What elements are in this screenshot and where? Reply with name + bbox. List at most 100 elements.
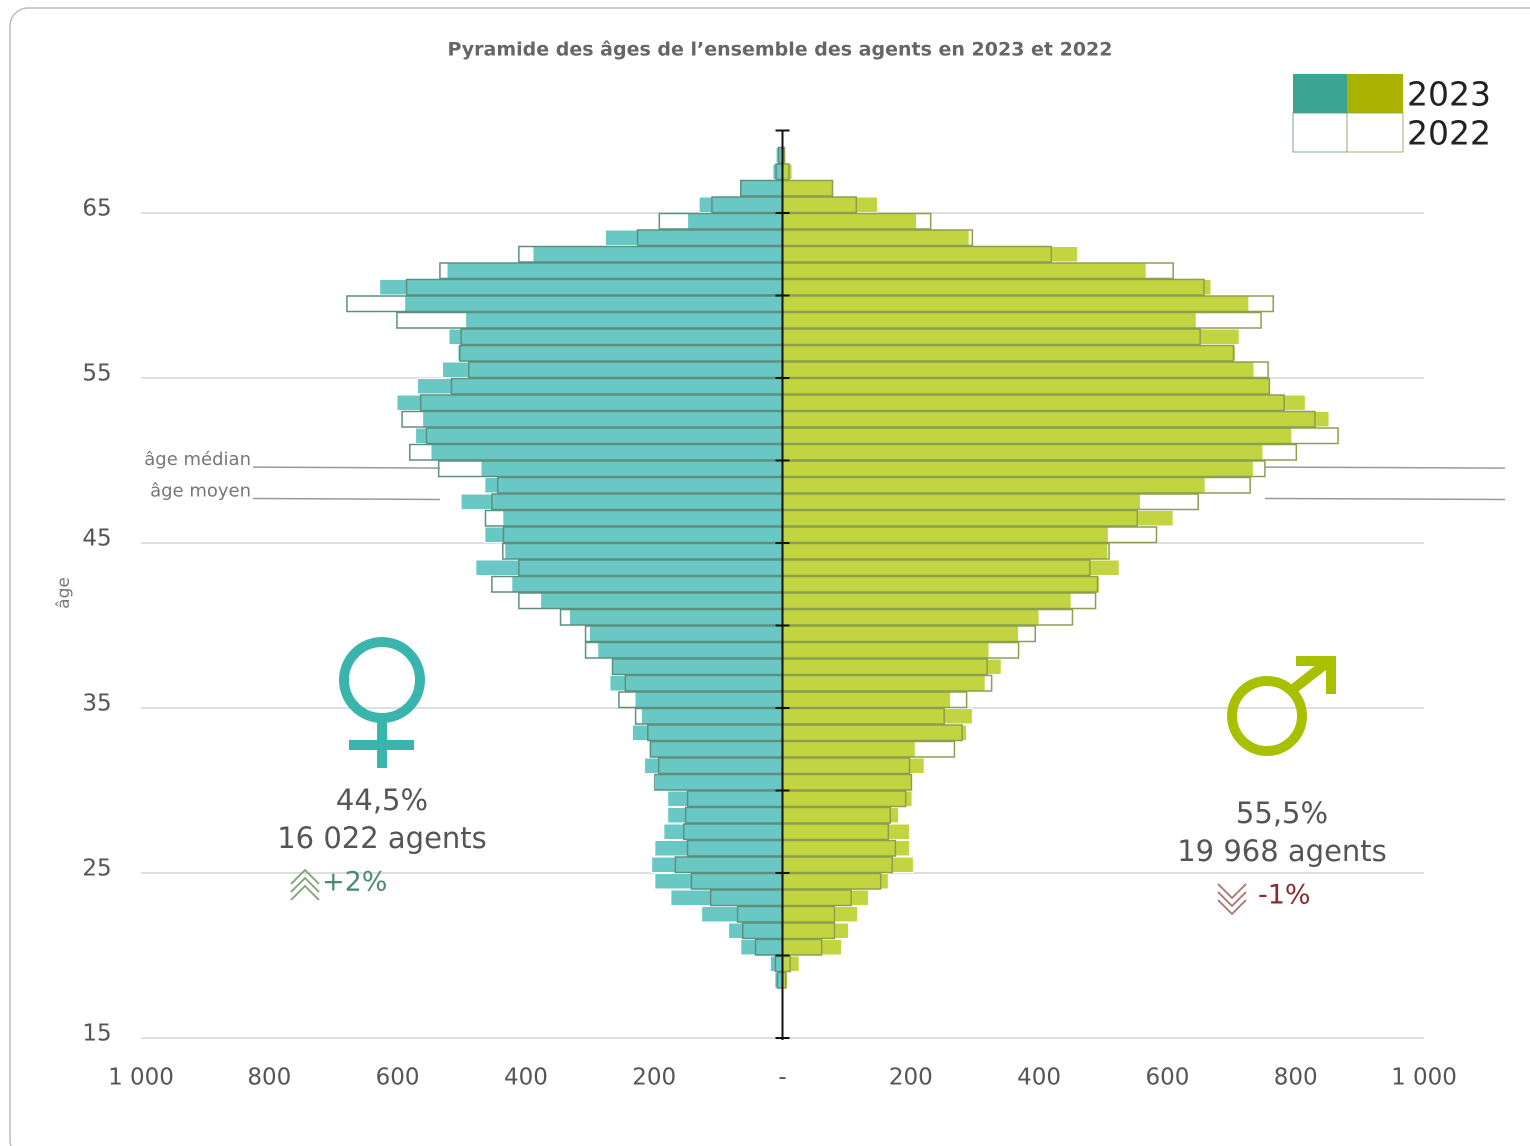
bar <box>457 345 783 362</box>
bar <box>396 394 783 411</box>
bar <box>782 477 1206 494</box>
bar <box>782 609 1040 626</box>
bar <box>782 345 1236 362</box>
bar <box>782 691 952 708</box>
legend-swatch <box>1347 74 1403 113</box>
x-tick-label: 600 <box>1145 1065 1189 1091</box>
annotation-label: âge moyen <box>150 480 251 501</box>
bar <box>782 378 1271 395</box>
bar <box>782 394 1306 411</box>
annotation-line <box>1264 497 1506 501</box>
up-chevron <box>290 884 320 901</box>
bar <box>446 262 783 279</box>
bar <box>782 724 968 741</box>
bar <box>654 840 783 857</box>
bar <box>782 213 918 230</box>
bar <box>782 543 1109 560</box>
bar <box>422 411 783 428</box>
bar <box>782 559 1120 576</box>
bar <box>667 790 784 807</box>
annotation-line <box>1264 466 1506 469</box>
bar <box>782 361 1255 378</box>
bar <box>782 856 914 873</box>
bar <box>502 510 783 527</box>
bar <box>782 873 889 890</box>
bar <box>782 741 916 758</box>
y-tick-label: 15 <box>82 1021 111 1047</box>
bar <box>772 163 784 180</box>
legend-label: 2022 <box>1407 114 1491 153</box>
annotation-line <box>252 466 441 469</box>
down-chevron <box>1217 899 1247 916</box>
bar <box>415 427 783 444</box>
bar <box>604 229 783 246</box>
bar <box>782 279 1212 296</box>
bar <box>687 213 783 230</box>
bar <box>782 196 878 213</box>
bar <box>782 889 869 906</box>
bar <box>740 939 783 956</box>
bar <box>569 609 783 626</box>
bar <box>782 411 1330 428</box>
legend-swatch <box>1346 112 1404 153</box>
bar <box>634 691 784 708</box>
y-tick-label: 65 <box>82 196 111 222</box>
bar <box>782 642 990 659</box>
x-tick-label: 800 <box>1274 1065 1318 1091</box>
bar <box>588 625 784 642</box>
bar <box>651 856 783 873</box>
bar <box>782 658 1002 675</box>
bar <box>484 526 783 543</box>
bar <box>701 906 784 923</box>
bar <box>640 708 783 725</box>
bar <box>782 312 1197 329</box>
bar <box>782 823 911 840</box>
y-tick-label: 55 <box>82 361 111 387</box>
bar <box>511 576 783 593</box>
bar <box>480 460 783 477</box>
x-tick-label: 800 <box>247 1065 291 1091</box>
bar <box>465 312 783 329</box>
bar <box>782 625 1020 642</box>
legend-swatch <box>1292 112 1348 153</box>
x-tick-label: 1 000 <box>108 1065 174 1091</box>
x-tick-label: 600 <box>376 1065 420 1091</box>
bar <box>416 378 783 395</box>
bar <box>782 444 1264 461</box>
bar <box>782 460 1254 477</box>
bar <box>782 163 793 180</box>
bar <box>631 724 783 741</box>
male-symbol <box>1296 656 1336 694</box>
bar <box>782 526 1109 543</box>
bar <box>597 642 783 659</box>
bar <box>782 922 850 939</box>
bar <box>504 543 783 560</box>
x-tick-label: 200 <box>889 1065 933 1091</box>
x-tick-label: 400 <box>504 1065 548 1091</box>
legend-swatch <box>1293 74 1347 113</box>
down-chevron <box>1217 891 1247 908</box>
bar <box>782 229 970 246</box>
y-tick-label: 25 <box>82 856 111 882</box>
x-tick-label: 400 <box>1017 1065 1061 1091</box>
bar <box>644 757 784 774</box>
legend-label: 2023 <box>1407 75 1491 114</box>
bar <box>475 559 783 576</box>
bar <box>649 741 783 758</box>
bar <box>460 493 783 510</box>
bar <box>430 444 783 461</box>
down-chevron <box>1217 883 1247 900</box>
up-chevron <box>290 868 320 885</box>
bar <box>782 807 900 824</box>
male-symbol <box>1288 658 1332 694</box>
y-axis-label: âge <box>54 577 74 609</box>
bar <box>404 295 783 312</box>
bar <box>663 823 784 840</box>
women-change: +2% <box>322 867 387 898</box>
bar <box>484 477 783 494</box>
bar <box>782 493 1141 510</box>
bar <box>782 757 925 774</box>
annotation-line <box>252 497 441 501</box>
bar <box>782 328 1240 345</box>
